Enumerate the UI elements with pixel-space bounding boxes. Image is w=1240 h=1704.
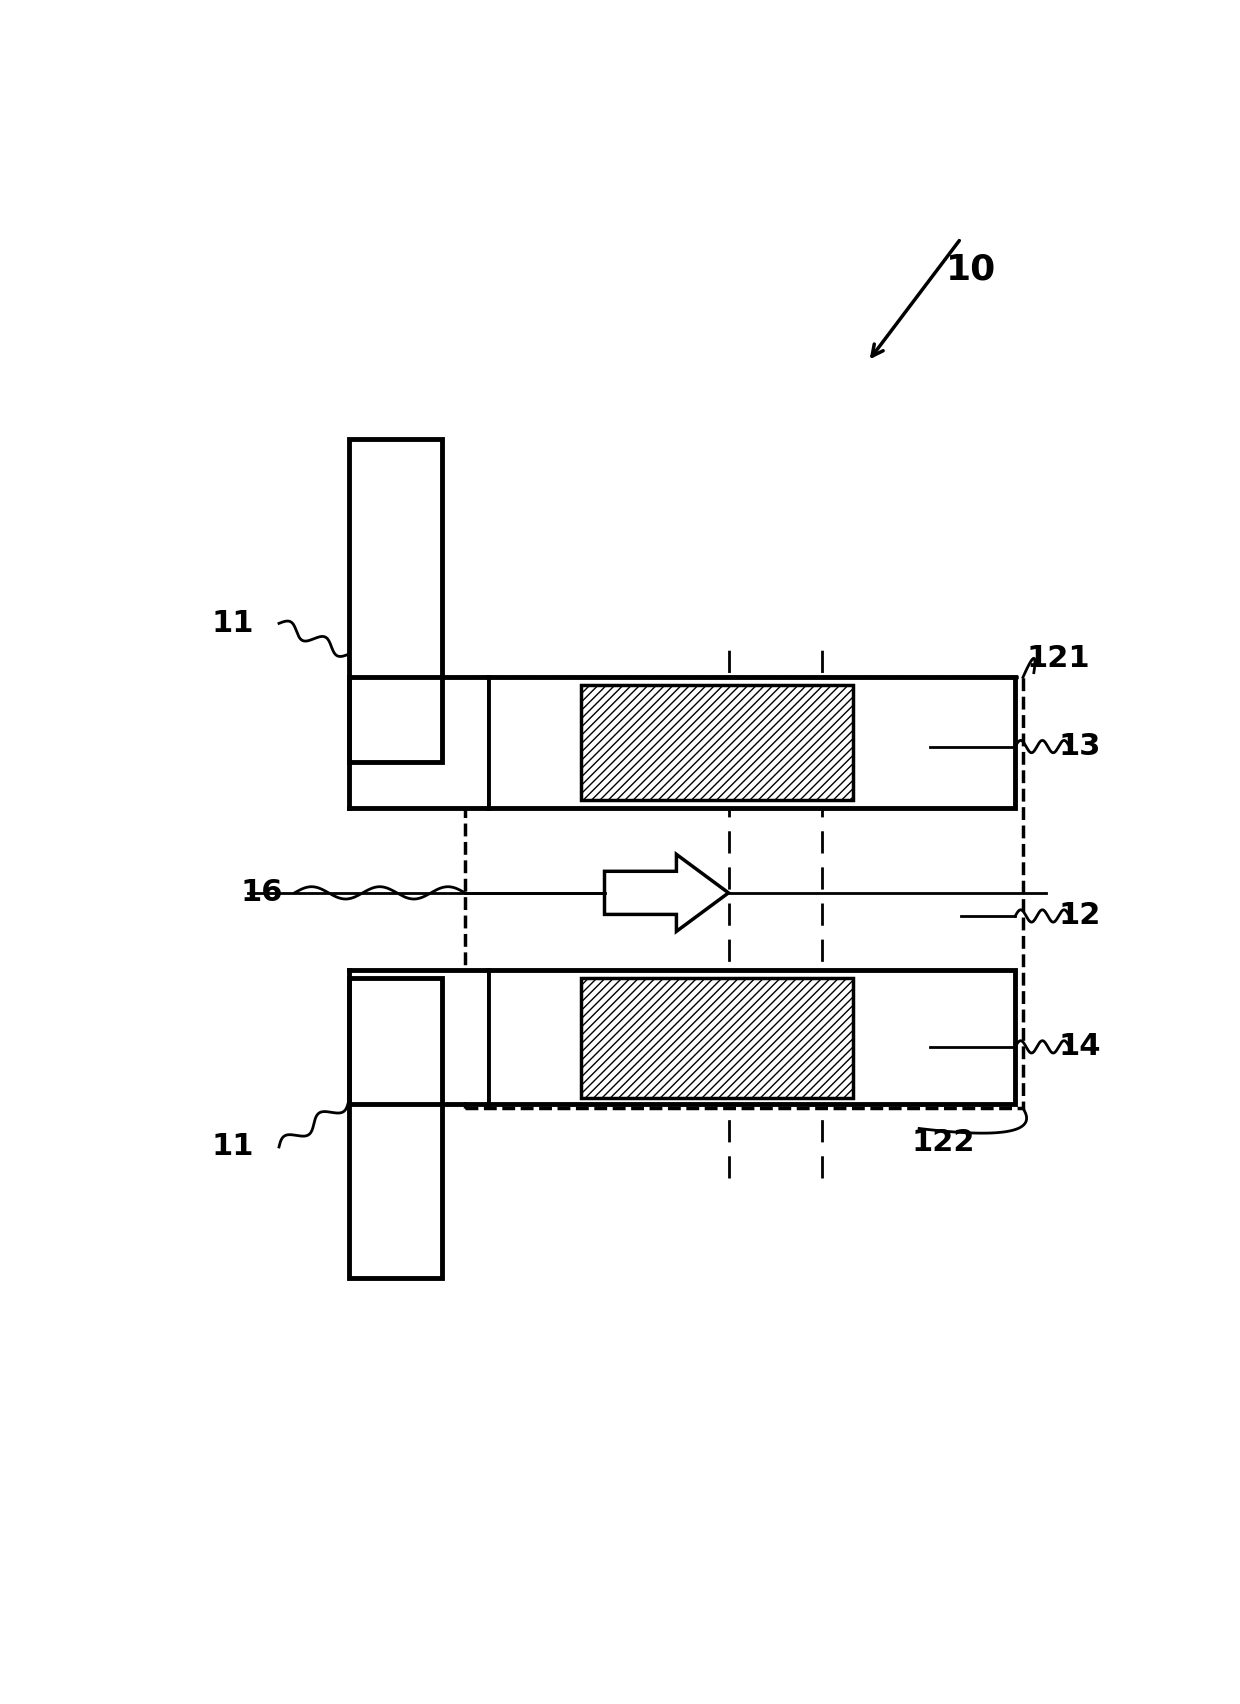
Bar (489, 970, 1016, 1104)
Text: 12: 12 (1059, 901, 1101, 930)
Text: 121: 121 (1025, 644, 1090, 673)
Bar (351, 678, 486, 806)
Text: 11: 11 (211, 608, 254, 637)
Bar (489, 676, 1016, 808)
Text: 14: 14 (1059, 1033, 1101, 1062)
Polygon shape (605, 854, 729, 932)
Text: 16: 16 (241, 878, 283, 907)
Bar (582, 978, 853, 1097)
Text: 13: 13 (1059, 733, 1101, 762)
Bar (351, 971, 486, 1102)
Bar (348, 438, 441, 762)
Bar (582, 685, 853, 801)
Text: 122: 122 (911, 1128, 975, 1157)
Text: 10: 10 (945, 252, 996, 286)
Bar (465, 676, 1023, 1109)
Text: 11: 11 (211, 1133, 254, 1162)
Bar (348, 978, 441, 1278)
